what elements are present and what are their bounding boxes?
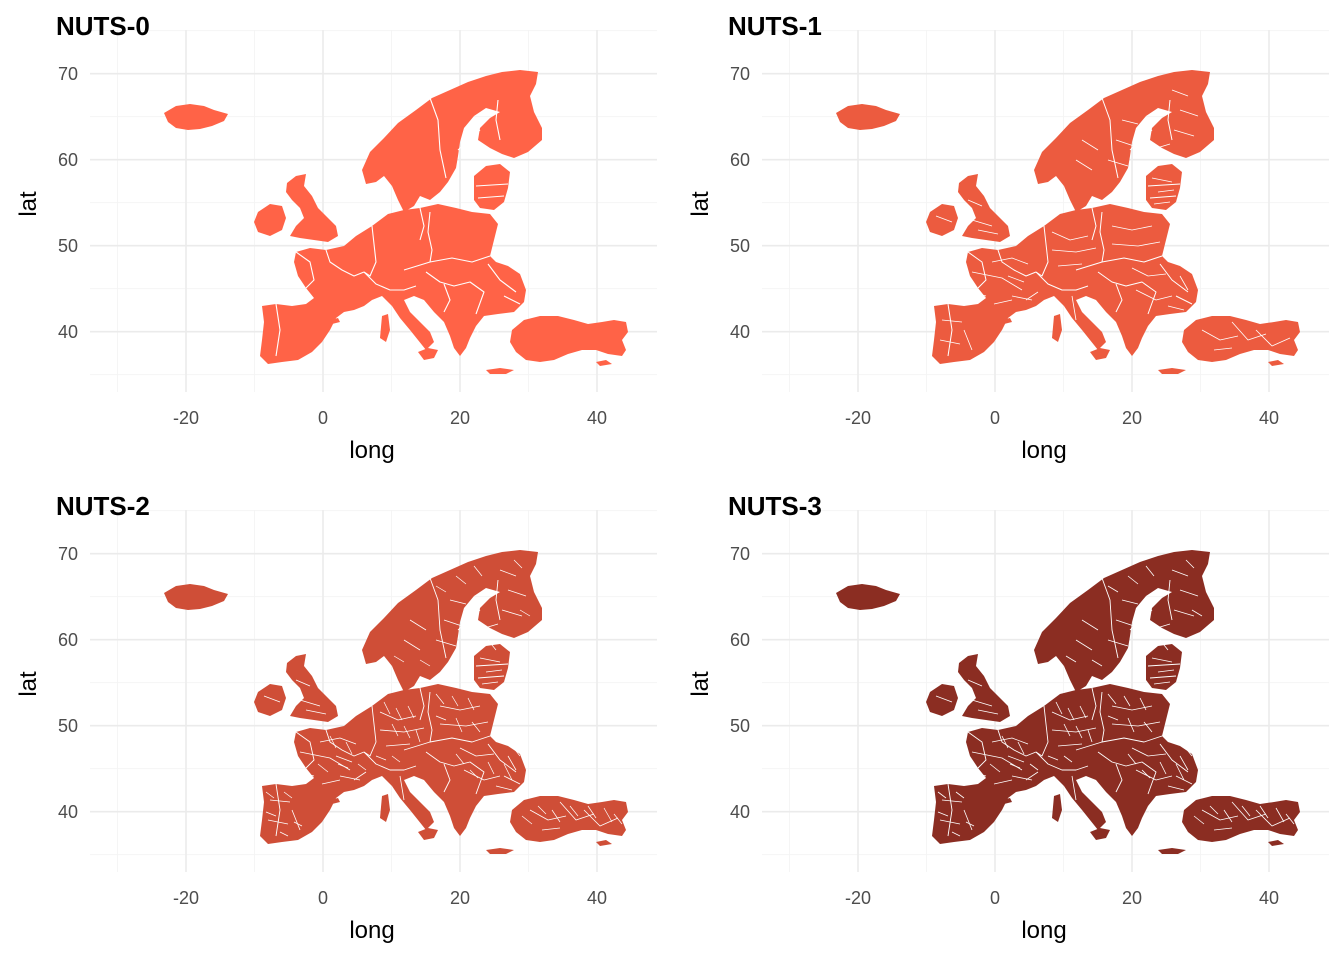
x-tick-label: 40	[1259, 888, 1279, 908]
panel-title: NUTS-0	[56, 11, 150, 41]
region-polygons	[164, 70, 628, 374]
x-tick-label: 0	[990, 888, 1000, 908]
x-tick-label: -20	[845, 408, 871, 428]
x-tick-label: 20	[450, 888, 470, 908]
region-polygons	[836, 550, 1300, 854]
y-tick-label: 40	[58, 322, 78, 342]
x-tick-label: 0	[990, 408, 1000, 428]
x-tick-label: -20	[173, 888, 199, 908]
x-axis-title: long	[1021, 437, 1066, 464]
x-tick-label: 0	[318, 888, 328, 908]
x-tick-label: -20	[173, 408, 199, 428]
x-tick-label: 20	[1122, 408, 1142, 428]
region-polygons	[164, 550, 628, 854]
x-tick-label: 40	[1259, 408, 1279, 428]
y-axis-title: lat	[15, 671, 42, 697]
y-axis-title: lat	[15, 191, 42, 217]
y-tick-label: 70	[58, 64, 78, 84]
x-tick-label: 20	[1122, 888, 1142, 908]
y-tick-label: 70	[730, 544, 750, 564]
panel-nuts-1: NUTS-1 70 60 50 40 -20 0 20 40 long lat	[687, 11, 1329, 464]
x-tick-label: 20	[450, 408, 470, 428]
x-tick-label: -20	[845, 888, 871, 908]
y-tick-label: 50	[58, 236, 78, 256]
x-tick-label: 40	[587, 408, 607, 428]
y-tick-label: 60	[58, 630, 78, 650]
x-tick-label: 0	[318, 408, 328, 428]
y-tick-label: 40	[58, 802, 78, 822]
panel-title: NUTS-3	[728, 491, 822, 521]
y-tick-label: 70	[730, 64, 750, 84]
panel-title: NUTS-1	[728, 11, 822, 41]
y-axis-title: lat	[687, 191, 714, 217]
y-tick-label: 40	[730, 802, 750, 822]
x-axis-title: long	[349, 917, 394, 944]
y-tick-label: 50	[730, 716, 750, 736]
y-tick-label: 50	[58, 716, 78, 736]
y-tick-label: 40	[730, 322, 750, 342]
panel-nuts-2: NUTS-2 70 60 50 40 -20 0 20 40 long lat	[15, 491, 657, 944]
y-tick-label: 60	[730, 150, 750, 170]
region-polygons	[836, 70, 1300, 374]
x-tick-label: 40	[587, 888, 607, 908]
panel-title: NUTS-2	[56, 491, 150, 521]
panel-nuts-3: NUTS-3 70 60 50 40 -20 0 20 40 long lat	[687, 491, 1329, 944]
y-tick-label: 70	[58, 544, 78, 564]
x-axis-title: long	[349, 437, 394, 464]
x-axis-title: long	[1021, 917, 1066, 944]
y-axis-title: lat	[687, 671, 714, 697]
panel-nuts-0: NUTS-0 70 60 50 40 -20 0 20 40 long lat	[15, 11, 657, 464]
gridlines	[762, 30, 1329, 392]
y-tick-label: 50	[730, 236, 750, 256]
y-tick-label: 60	[58, 150, 78, 170]
y-tick-label: 60	[730, 630, 750, 650]
